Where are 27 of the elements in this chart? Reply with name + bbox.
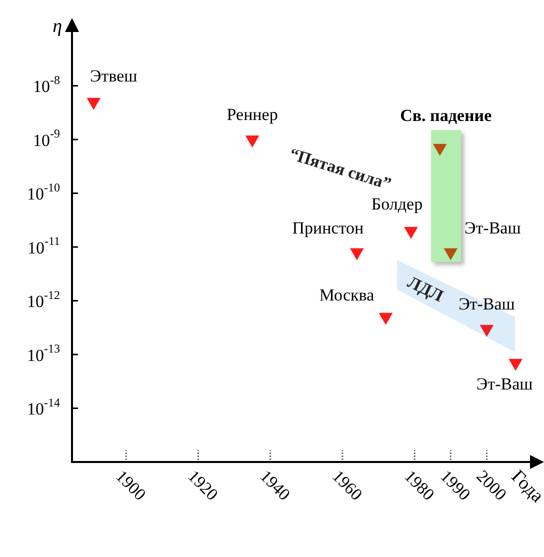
annotation: “Пятая сила” [287,144,394,194]
x-tick-label: 1980 [400,466,438,504]
annotation: Принстон [292,218,364,238]
x-tick-label: 1900 [112,466,150,504]
annotation: Эт-Ваш [476,374,533,394]
point [444,248,458,260]
annotation: Эт-Ваш [458,294,515,314]
annotation: Эт-Ваш [464,218,521,238]
annotation: Болдер [371,194,423,214]
point [404,226,418,238]
x-tick-label: 1990 [436,466,474,504]
annotation: Этвеш [90,66,138,86]
annotation: Москва [319,285,375,304]
point [433,144,446,156]
annotation: ЛДЛ [404,272,447,306]
annotation: Реннер [226,104,278,124]
y-axis-title: η [52,16,62,37]
annotation: Св. падение [400,106,492,126]
x-tick-label: 1920 [184,466,222,504]
point [87,98,100,110]
point [379,312,392,324]
x-tick-label: 1940 [256,466,294,504]
point [509,358,522,370]
point [246,136,259,147]
x-tick-label: 1960 [328,466,366,504]
point [350,248,364,260]
point [480,324,494,336]
